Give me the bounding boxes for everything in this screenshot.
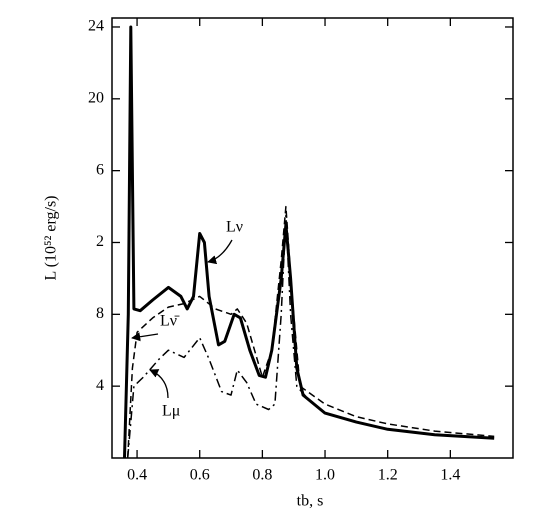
y-tick-label: 4 [96,377,104,394]
annotation: Lν [226,219,243,236]
y-tick-label: 8 [96,305,104,322]
x-axis-label: tb, s [297,493,324,510]
y-tick-label: 6 [96,161,104,178]
line-series [123,25,495,459]
x-tick-label: 0.8 [252,467,272,484]
x-tick-label: 0.6 [190,467,210,484]
y-axis-label: L (10⁵² erg/s) [43,195,60,280]
x-tick-label: 1.2 [378,467,398,484]
x-tick-label: 0.4 [127,467,147,484]
annotation: Lν̄ [160,313,180,330]
annotation-arrow [207,239,233,265]
annotation-arrow [149,369,169,399]
x-tick-label: 1.4 [440,467,460,484]
plot-frame [111,17,514,459]
annotation: Lμ [162,403,180,420]
y-tick-label: 24 [88,18,104,35]
x-tick-label: 1.0 [315,467,335,484]
line-series [126,205,495,459]
y-tick-label: 2 [96,233,104,250]
y-tick-label: 20 [88,89,104,106]
